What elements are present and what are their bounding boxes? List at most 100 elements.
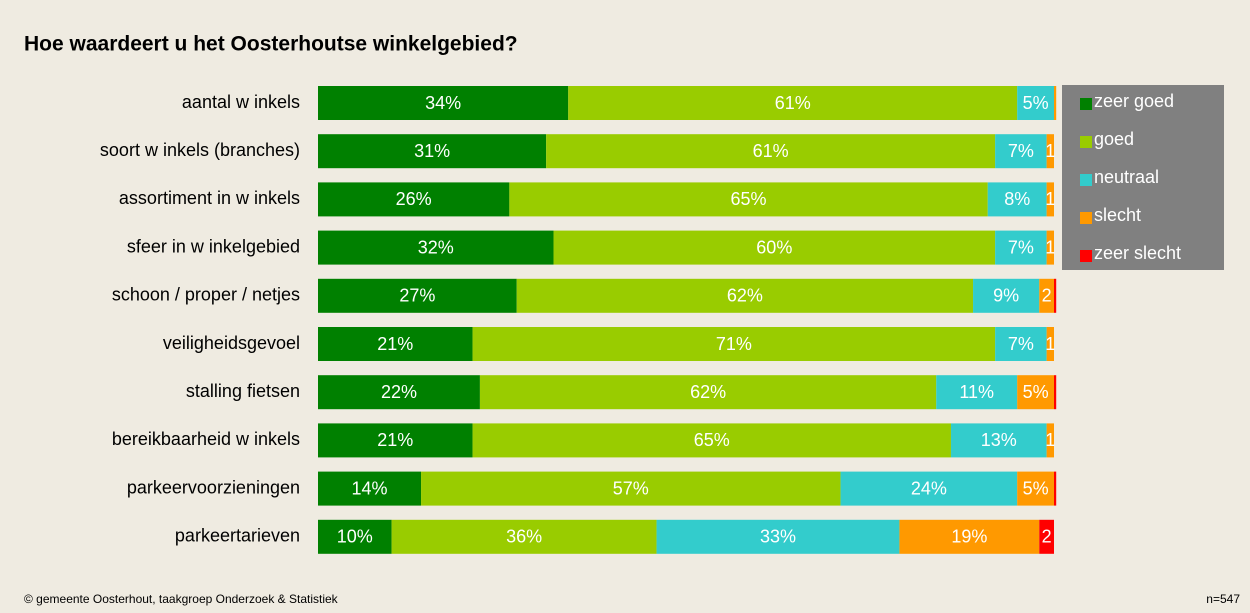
bar-segment [1017, 471, 1054, 506]
bar-segment [936, 375, 1018, 410]
bar-segment [656, 519, 900, 554]
value-label: 33% [760, 527, 796, 547]
value-label: 8% [1004, 189, 1030, 209]
bar-segment [318, 86, 569, 120]
bar-segment [472, 423, 951, 458]
value-label: 36% [506, 527, 542, 547]
legend-swatch [1080, 250, 1092, 262]
bar-segment [840, 471, 1018, 506]
bar-segment [1046, 327, 1054, 361]
bar-segment [1054, 278, 1057, 313]
bar-segment [479, 375, 937, 410]
value-label: 14% [352, 478, 388, 498]
category-label: soort w inkels (branches) [100, 140, 300, 160]
legend-label: zeer slecht [1094, 243, 1181, 263]
legend-swatch [1080, 174, 1092, 186]
bar-segment [995, 230, 1047, 265]
bar-segment [1017, 375, 1054, 410]
value-label: 22% [381, 382, 417, 402]
value-label: 2 [1042, 527, 1052, 547]
bar-segment [318, 182, 510, 217]
category-label: schoon / proper / netjes [112, 285, 300, 305]
bar-segment [1054, 375, 1057, 410]
value-label: 21% [377, 430, 413, 450]
bar-segment [987, 182, 1047, 217]
value-label: 19% [951, 527, 987, 547]
value-label: 1 [1045, 430, 1055, 450]
bar-segment [318, 471, 422, 506]
legend-swatch [1080, 136, 1092, 148]
value-label: 26% [396, 189, 432, 209]
category-label: bereikbaarheid w inkels [112, 429, 300, 449]
value-label: 65% [731, 189, 767, 209]
value-label: 24% [911, 478, 947, 498]
bar-segment [1046, 134, 1054, 169]
value-label: 62% [690, 382, 726, 402]
bar-segment [973, 278, 1040, 313]
legend-label: zeer goed [1094, 91, 1174, 111]
value-label: 5% [1023, 382, 1049, 402]
bar-segment [509, 182, 988, 217]
value-label: 5% [1023, 93, 1049, 113]
bar-segment [899, 519, 1040, 554]
value-label: 62% [727, 286, 763, 306]
value-label: 5% [1023, 478, 1049, 498]
category-label: parkeertarieven [175, 526, 300, 546]
value-label: 7% [1008, 141, 1034, 161]
bar-segment [516, 278, 974, 313]
value-label: 65% [694, 430, 730, 450]
chart-title: Hoe waardeert u het Oosterhoutse winkelg… [24, 33, 518, 56]
category-label: parkeervoorzieningen [127, 477, 300, 497]
bar-segment [995, 134, 1047, 169]
bar-segment [318, 327, 473, 361]
bar-segment [318, 134, 547, 169]
legend-swatch [1080, 212, 1092, 224]
bar-segment [318, 375, 480, 410]
category-label: sfeer in w inkelgebied [127, 236, 300, 256]
note: n=547 [1206, 592, 1240, 606]
value-label: 11% [959, 382, 994, 402]
value-label: 1 [1045, 141, 1055, 161]
category-label: assortiment in w inkels [119, 188, 300, 208]
value-label: 9% [993, 286, 1019, 306]
bar-segment [1046, 423, 1054, 458]
legend-label: goed [1094, 129, 1134, 149]
bar-segment [1039, 519, 1054, 554]
bar-segment [1054, 471, 1057, 506]
value-label: 61% [775, 93, 811, 113]
category-label: veiligheidsgevoel [163, 333, 300, 353]
legend-swatch [1080, 98, 1092, 110]
value-label: 21% [377, 334, 413, 354]
bar-segment [421, 471, 841, 506]
value-label: 60% [756, 237, 792, 257]
bar-segment [318, 278, 517, 313]
bar-segment [1054, 86, 1057, 120]
bar-segment [995, 327, 1047, 361]
value-label: 1 [1045, 334, 1055, 354]
value-label: 31% [414, 141, 450, 161]
value-label: 32% [418, 237, 454, 257]
value-label: 2 [1042, 286, 1052, 306]
bar-segment [950, 423, 1047, 458]
value-label: 1 [1045, 189, 1055, 209]
bar-segment [472, 327, 996, 361]
legend-label: neutraal [1094, 167, 1159, 187]
value-label: 71% [716, 334, 752, 354]
bar-segment [553, 230, 996, 265]
value-label: 34% [425, 93, 461, 113]
value-label: 27% [399, 286, 435, 306]
value-label: 1 [1045, 237, 1055, 257]
bar-segment [1039, 278, 1054, 313]
bar-segment [318, 230, 554, 265]
bar-segment [568, 86, 1018, 120]
value-label: 57% [613, 478, 649, 498]
value-label: 7% [1008, 334, 1034, 354]
bar-segment [546, 134, 996, 169]
value-label: 7% [1008, 237, 1034, 257]
source: © gemeente Oosterhout, taakgroep Onderzo… [24, 592, 339, 606]
bar-segment [318, 519, 392, 554]
category-label: aantal w inkels [182, 92, 300, 112]
bar-segment [1046, 182, 1054, 217]
bar-segment [1046, 230, 1054, 265]
